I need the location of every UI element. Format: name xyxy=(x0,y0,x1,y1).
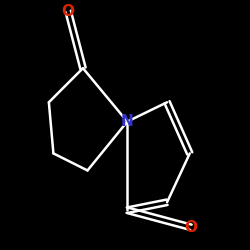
Text: N: N xyxy=(121,114,134,129)
Text: O: O xyxy=(184,220,198,235)
Text: O: O xyxy=(62,4,75,19)
